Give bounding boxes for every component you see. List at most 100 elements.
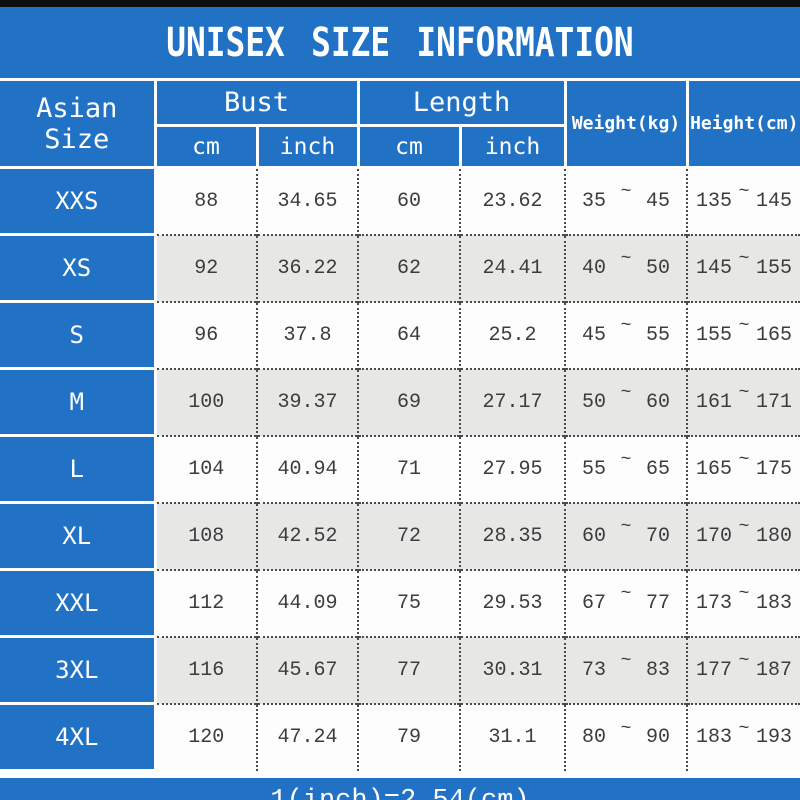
length-cm-cell: 69 (357, 367, 460, 436)
height-low: 173 (696, 591, 733, 615)
weight-range-cell: 35 ~ 45 (564, 167, 688, 235)
size-table-row: XXS 88 34.65 60 23.62 35 ~ 45 135 ~ 145 (0, 166, 800, 235)
bust-cm-cell: 116 (155, 635, 257, 704)
bust-cm-cell: 108 (155, 501, 257, 570)
height-range-cell: 177 ~ 187 (686, 635, 800, 704)
weight-range-cell: 67 ~ 77 (564, 568, 688, 637)
bust-cm-cell: 112 (155, 568, 257, 637)
bust-inch-cell: 47.24 (256, 702, 358, 771)
height-range: 177 ~ 187 (688, 651, 800, 682)
weight-range: 73 ~ 83 (566, 651, 686, 682)
weight-range-cell: 60 ~ 70 (564, 501, 688, 570)
tilde-symbol: ~ (620, 383, 632, 403)
weight-range: 50 ~ 60 (566, 383, 686, 414)
weight-high: 83 (646, 658, 671, 682)
bust-inch-cell: 36.22 (256, 233, 358, 302)
length-inch-cell: 27.95 (458, 434, 566, 503)
height-low: 145 (696, 256, 733, 280)
tilde-symbol: ~ (738, 383, 750, 403)
height-range-cell: 145 ~ 155 (686, 233, 800, 302)
height-high: 183 (756, 591, 793, 615)
size-table-row: XS 92 36.22 62 24.41 40 ~ 50 145 ~ 155 (0, 233, 800, 302)
height-range: 135 ~ 145 (688, 182, 800, 213)
length-cm-cell: 71 (357, 434, 460, 503)
weight-range: 67 ~ 77 (566, 584, 686, 615)
length-inch-cell: 28.35 (458, 501, 566, 570)
tilde-symbol: ~ (738, 718, 750, 739)
weight-high: 90 (646, 726, 671, 749)
height-range-cell: 183 ~ 193 (686, 702, 800, 771)
header-bust-cm: cm (153, 124, 259, 169)
weight-range: 35 ~ 45 (566, 182, 686, 213)
bust-cm-cell: 100 (155, 367, 257, 436)
tilde-symbol: ~ (738, 450, 750, 470)
tilde-symbol: ~ (738, 182, 750, 203)
height-low: 161 (696, 390, 733, 414)
size-label-cell: M (0, 367, 157, 436)
weight-low: 40 (582, 256, 607, 280)
header-length-inch: inch (458, 124, 567, 169)
height-high: 180 (756, 524, 793, 548)
weight-high: 60 (646, 390, 671, 414)
height-range-cell: 173 ~ 183 (686, 568, 800, 637)
tilde-symbol: ~ (620, 450, 632, 470)
title-band: UNISEX SIZE INFORMATION (0, 7, 800, 78)
bust-cm-cell: 96 (155, 300, 257, 369)
weight-low: 55 (582, 457, 607, 481)
tilde-symbol: ~ (738, 517, 750, 537)
height-low: 170 (696, 524, 733, 548)
size-table-row: XL 108 42.52 72 28.35 60 ~ 70 170 ~ 180 (0, 501, 800, 570)
size-table-row: 3XL 116 45.67 77 30.31 73 ~ 83 177 ~ 187 (0, 635, 800, 704)
height-range-cell: 170 ~ 180 (686, 501, 800, 570)
size-table-row: L 104 40.94 71 27.95 55 ~ 65 165 ~ 175 (0, 434, 800, 503)
weight-low: 50 (582, 390, 607, 414)
page-title: UNISEX SIZE INFORMATION (166, 19, 634, 66)
bust-cm-cell: 120 (155, 702, 257, 771)
weight-high: 50 (646, 256, 671, 280)
length-cm-cell: 64 (357, 300, 460, 369)
weight-low: 80 (582, 726, 607, 749)
height-range: 155 ~ 165 (688, 316, 800, 347)
size-label-cell: XXL (0, 568, 157, 637)
height-high: 171 (756, 390, 793, 414)
weight-range-cell: 45 ~ 55 (564, 300, 688, 369)
weight-range: 45 ~ 55 (566, 316, 686, 347)
size-table-row: M 100 39.37 69 27.17 50 ~ 60 161 ~ 171 (0, 367, 800, 436)
length-inch-cell: 25.2 (458, 300, 566, 369)
size-label-cell: S (0, 300, 157, 369)
tilde-symbol: ~ (738, 584, 750, 604)
size-table-row: 4XL 120 47.24 79 31.1 80 ~ 90 183 ~ 193 (0, 702, 800, 772)
height-low: 135 (696, 189, 733, 213)
length-cm-cell: 62 (357, 233, 460, 302)
height-low: 155 (696, 323, 733, 347)
tilde-symbol: ~ (620, 584, 632, 604)
height-low: 165 (696, 457, 733, 481)
length-inch-cell: 24.41 (458, 233, 566, 302)
height-high: 145 (756, 189, 793, 213)
length-cm-cell: 72 (357, 501, 460, 570)
tilde-symbol: ~ (620, 517, 632, 537)
length-inch-cell: 30.31 (458, 635, 566, 704)
weight-high: 55 (646, 323, 671, 347)
header-height: Height(cm) (685, 78, 800, 169)
height-range: 165 ~ 175 (688, 450, 800, 481)
weight-range-cell: 73 ~ 83 (564, 635, 688, 704)
tilde-symbol: ~ (738, 249, 750, 269)
footer-note-band: 1(inch)=2.54(cm) (0, 778, 800, 800)
header-length: Length (356, 78, 567, 127)
size-table-row: S 96 37.8 64 25.2 45 ~ 55 155 ~ 165 (0, 300, 800, 369)
bust-inch-cell: 40.94 (256, 434, 358, 503)
bust-cm-cell: 88 (155, 167, 257, 235)
size-label-cell: XL (0, 501, 157, 570)
weight-range-cell: 50 ~ 60 (564, 367, 688, 436)
weight-high: 77 (646, 591, 671, 615)
size-label-cell: L (0, 434, 157, 503)
size-label-cell: XXS (0, 166, 157, 235)
top-border-bar (0, 0, 800, 7)
weight-range-cell: 40 ~ 50 (564, 233, 688, 302)
weight-low: 45 (582, 323, 607, 347)
bust-inch-cell: 37.8 (256, 300, 358, 369)
length-cm-cell: 77 (357, 635, 460, 704)
weight-range-cell: 80 ~ 90 (564, 702, 688, 771)
